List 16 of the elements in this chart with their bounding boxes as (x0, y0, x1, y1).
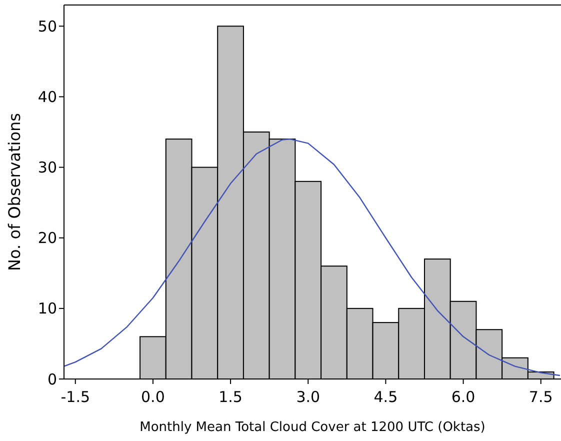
y-tick-label: 50 (38, 17, 57, 36)
y-tick-label: 30 (38, 158, 57, 177)
y-axis-title: No. of Observations (5, 113, 24, 271)
x-tick-label: -1.5 (60, 388, 90, 406)
x-tick-label: 6.0 (451, 388, 476, 406)
x-tick-label: 7.5 (528, 388, 553, 406)
x-tick-label: 4.5 (374, 388, 398, 406)
x-axis-title: Monthly Mean Total Cloud Cover at 1200 UTC (Oktas) (140, 420, 486, 435)
y-tick-label: 0 (47, 370, 57, 388)
x-tick-label: 0.0 (141, 388, 165, 406)
y-tick-label: 20 (38, 229, 57, 248)
y-tick-label: 40 (38, 88, 57, 106)
y-tick-label: 10 (38, 300, 57, 318)
line-series (64, 138, 561, 376)
x-tick-label: 3.0 (296, 388, 320, 406)
x-tick-label: 1.5 (218, 388, 242, 406)
